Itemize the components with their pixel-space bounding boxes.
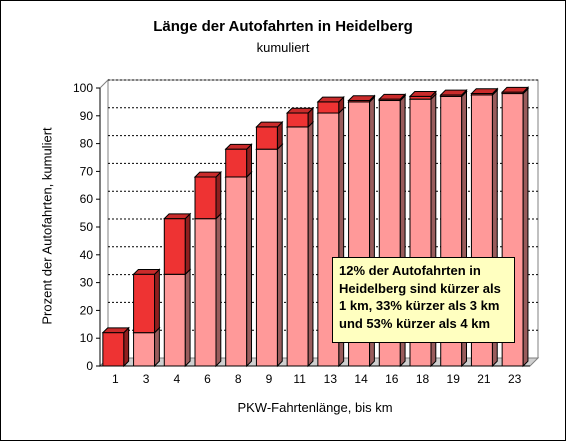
x-tick-label: 9 xyxy=(266,372,273,386)
bar-increment-top xyxy=(470,88,499,95)
bar-increment-top xyxy=(439,89,468,96)
bar-increment-side xyxy=(123,326,130,368)
y-tick-label: 50 xyxy=(80,220,94,234)
bar-base-side xyxy=(154,326,160,368)
bar-increment-top xyxy=(285,107,315,114)
bar-increment-top xyxy=(316,96,345,103)
x-axis-label: PKW-Fahrtenlänge, bis km xyxy=(237,400,393,415)
annotation-line: und 53% kürzer als 4 km xyxy=(339,315,491,331)
x-tick-label: 23 xyxy=(508,372,522,386)
bar-increment-top xyxy=(132,268,161,275)
y-tick-label: 80 xyxy=(80,137,94,151)
y-tick-label: 100 xyxy=(73,81,93,95)
bar-base xyxy=(194,218,217,367)
y-tick-label: 70 xyxy=(80,164,94,178)
bar-base-side xyxy=(246,170,253,368)
bar-increment-side xyxy=(246,143,253,179)
bar-base-side xyxy=(307,120,314,368)
x-tick-label: 21 xyxy=(477,372,491,386)
x-tick-label: 6 xyxy=(204,372,211,386)
bar-increment-top xyxy=(408,91,438,97)
bar-increment-top xyxy=(163,213,192,220)
bar-increment xyxy=(317,101,340,114)
bar-increment xyxy=(225,148,248,178)
bar-base xyxy=(255,148,278,367)
bar-increment-top xyxy=(255,121,284,128)
x-tick-label: 14 xyxy=(354,372,368,386)
bar-base xyxy=(133,332,156,367)
x-tick-label: 8 xyxy=(235,372,242,386)
bar-increment-top xyxy=(378,93,407,100)
bar-increment-top xyxy=(347,95,376,102)
x-tick-label: 16 xyxy=(385,372,399,386)
bar-increment xyxy=(286,112,309,128)
y-tick-label: 40 xyxy=(80,248,94,262)
bar-base-side xyxy=(522,87,529,368)
bar-increment-top xyxy=(224,143,253,150)
x-tick-label: 13 xyxy=(324,372,338,386)
annotation-line: Heidelberg sind kürzer als xyxy=(339,280,501,296)
bar-increment-top xyxy=(193,171,223,178)
bar-increment xyxy=(255,126,278,150)
annotation-box: 12% der Autofahrten in Heidelberg sind k… xyxy=(332,257,515,343)
bar-base-side xyxy=(276,143,283,368)
bar-increment-top xyxy=(101,327,130,334)
bar-base-side xyxy=(184,268,191,368)
bar-increment-top xyxy=(500,86,530,93)
y-tick-label: 0 xyxy=(86,359,93,373)
bar-base-side xyxy=(215,212,222,368)
bar-base xyxy=(286,126,309,367)
chart-title: Länge der Autofahrten in Heidelberg xyxy=(153,18,413,35)
side-wall xyxy=(99,78,109,368)
x-tick-label: 3 xyxy=(143,372,150,386)
y-tick-label: 20 xyxy=(80,303,94,317)
x-tick-label: 18 xyxy=(416,372,430,386)
bar-base xyxy=(225,176,248,367)
bar-increment-side xyxy=(184,212,191,276)
bar-increment-side xyxy=(215,170,222,220)
bar-increment xyxy=(194,176,217,220)
annotation-line: 12% der Autofahrten in xyxy=(339,263,481,278)
annotation-line: 1 km, 33% kürzer als 3 km xyxy=(339,298,500,313)
y-tick-label: 90 xyxy=(80,109,94,123)
y-tick-label: 30 xyxy=(80,276,94,290)
x-tick-label: 19 xyxy=(447,372,461,386)
bar-base xyxy=(163,273,186,367)
x-tick-label: 11 xyxy=(293,372,306,386)
chart-subtitle: kumuliert xyxy=(256,40,310,55)
x-tick-label: 4 xyxy=(173,372,180,386)
bar-increment xyxy=(163,218,186,275)
y-tick-label: 60 xyxy=(80,192,94,206)
x-tick-label: 1 xyxy=(112,372,119,386)
y-axis-label: Prozent der Autofahrten, kumuliert xyxy=(39,127,55,325)
bar-increment xyxy=(102,332,125,367)
bar-increment xyxy=(133,273,156,334)
y-tick-label: 10 xyxy=(80,331,94,345)
bar-increment-side xyxy=(154,268,160,334)
